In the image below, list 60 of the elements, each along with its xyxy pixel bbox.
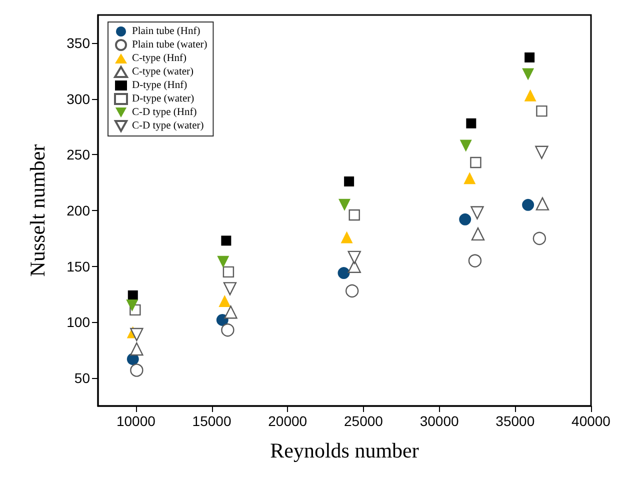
- point: [221, 323, 234, 337]
- legend-label: C-D type (Hnf): [132, 107, 198, 118]
- point: [524, 89, 536, 102]
- point: [223, 282, 237, 296]
- point: [130, 364, 144, 377]
- y-tick-label: 250: [66, 146, 90, 163]
- legend-label: Plain tube (Hnf): [132, 26, 201, 37]
- y-tick-label: 200: [66, 202, 90, 218]
- x-axis-title: Reynolds number: [270, 438, 419, 462]
- point: [536, 197, 550, 210]
- x-tick-label: 25000: [344, 413, 384, 429]
- legend-label: D-type (Hnf): [132, 80, 188, 91]
- point: [348, 209, 360, 221]
- y-tick-label: 350: [66, 34, 90, 51]
- legend-label: C-type (Hnf): [132, 53, 188, 64]
- point: [345, 284, 359, 298]
- x-tick-label: 40000: [572, 413, 611, 429]
- point: [340, 231, 353, 244]
- point: [128, 290, 138, 300]
- point: [218, 294, 231, 307]
- legend-label: C-type (water): [132, 66, 194, 78]
- y-tick-label: 150: [66, 258, 90, 274]
- point: [224, 306, 238, 319]
- point: [522, 198, 534, 211]
- legend-label: C-D type (water): [132, 120, 204, 132]
- x-tick-label: 10000: [116, 413, 156, 429]
- point: [348, 250, 361, 264]
- y-tick-label: 300: [66, 90, 90, 107]
- point: [524, 52, 535, 62]
- x-tick-label: 15000: [192, 413, 232, 429]
- point: [471, 227, 485, 241]
- y-tick-label: 100: [66, 314, 90, 330]
- point: [222, 266, 234, 278]
- legend-label: D-type (water): [132, 94, 195, 104]
- point: [470, 206, 484, 220]
- point: [535, 146, 548, 160]
- point: [338, 198, 350, 211]
- x-tick-label: 30000: [420, 413, 459, 429]
- point: [217, 256, 230, 268]
- point: [536, 105, 548, 117]
- point: [468, 254, 482, 268]
- point: [522, 68, 534, 80]
- point: [348, 260, 361, 273]
- point: [130, 342, 144, 356]
- point: [459, 213, 472, 226]
- point: [221, 236, 232, 246]
- point: [470, 156, 482, 168]
- point: [466, 118, 476, 128]
- x-tick-label: 35000: [496, 413, 535, 429]
- legend-label: Plain tube (water): [132, 40, 208, 50]
- x-tick-label: 20000: [268, 413, 308, 429]
- y-axis-title: Nusselt number: [26, 144, 50, 277]
- point: [126, 299, 138, 312]
- point: [532, 232, 546, 246]
- point: [130, 328, 144, 342]
- point: [338, 267, 350, 280]
- point: [460, 140, 472, 152]
- point: [464, 172, 476, 184]
- y-tick-label: 50: [74, 370, 90, 386]
- point: [344, 176, 354, 186]
